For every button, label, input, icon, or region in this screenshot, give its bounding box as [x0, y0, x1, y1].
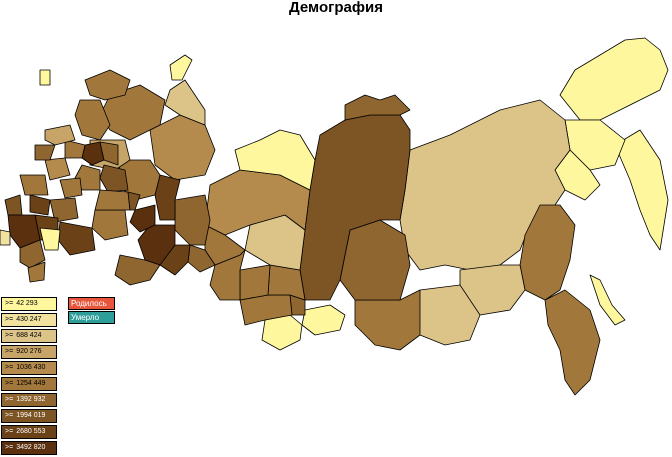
legend-item[interactable]: >= 688 424 — [1, 329, 57, 343]
born-button[interactable]: Родилось — [68, 297, 115, 310]
region-dagestan — [27, 261, 46, 283]
region-khabarovsk — [519, 204, 576, 301]
region-saratov — [91, 209, 129, 241]
legend-arrow: >= — [5, 332, 14, 339]
legend-arrow: >= — [5, 316, 14, 323]
legend-arrow: >= — [5, 428, 14, 435]
legend-arrow: >= — [5, 348, 14, 355]
region-tatarstan — [129, 204, 156, 233]
region-irkutsk — [339, 219, 411, 301]
mode-buttons: Родилось Умерло — [68, 297, 115, 325]
legend-label: 688 424 — [16, 332, 42, 339]
region-murmansk — [84, 69, 131, 101]
legend-arrow: >= — [5, 396, 14, 403]
region-astrakhan — [39, 227, 61, 251]
legend-label: 1392 932 — [16, 396, 46, 403]
region-kaliningrad — [4, 194, 23, 216]
russia-regions-map — [0, 37, 669, 396]
region-smolensk — [44, 157, 71, 181]
region-voronezh — [49, 197, 79, 223]
legend-label: 430 247 — [16, 316, 42, 323]
region-volgograd — [57, 221, 96, 256]
legend-arrow: >= — [5, 300, 14, 307]
legend-label: 2680 553 — [16, 428, 46, 435]
legend-label: 1994 019 — [16, 412, 46, 419]
region-taymyr — [344, 94, 411, 121]
legend-arrow: >= — [5, 444, 14, 451]
region-kolguev — [39, 69, 51, 86]
legend-label: 42 293 — [16, 300, 38, 307]
region-primorye — [544, 289, 601, 396]
legend-arrow: >= — [5, 380, 14, 387]
value-legend: >= 42 293 >= 430 247 >= 688 424 >= 920 276 >… — [1, 297, 57, 457]
legend-label: 1254 449 — [16, 380, 46, 387]
legend-arrow: >= — [5, 412, 14, 419]
region-novaya-zemlya — [169, 54, 193, 81]
region-crimea — [0, 229, 11, 246]
region-tula — [59, 177, 83, 199]
region-spb — [44, 124, 76, 146]
region-pskov — [34, 144, 56, 161]
legend-item[interactable]: >= 2680 553 — [1, 425, 57, 439]
legend-label: 920 276 — [16, 348, 42, 355]
region-bryansk — [19, 174, 49, 196]
region-novosibirsk — [239, 264, 271, 301]
legend-item[interactable]: >= 1994 019 — [1, 409, 57, 423]
legend-item[interactable]: >= 1392 932 — [1, 393, 57, 407]
region-penza — [94, 189, 131, 211]
region-chukotka — [559, 37, 669, 121]
region-yanao — [234, 129, 316, 191]
region-sverdlovsk — [174, 194, 211, 246]
legend-item[interactable]: >= 3492 820 — [1, 441, 57, 455]
legend-item[interactable]: >= 430 247 — [1, 313, 57, 327]
legend-label: 1036 430 — [16, 364, 46, 371]
region-tuva — [301, 304, 346, 336]
region-orenburg — [114, 254, 161, 286]
region-ryazan — [74, 164, 101, 191]
region-stavropol — [19, 239, 46, 269]
region-kamchatka — [614, 129, 669, 251]
region-nenets — [164, 79, 206, 126]
legend-item[interactable]: >= 1036 430 — [1, 361, 57, 375]
region-buryatia — [354, 289, 421, 351]
map-title: Демография — [289, 0, 383, 16]
died-button[interactable]: Умерло — [68, 311, 115, 324]
legend-item[interactable]: >= 1254 449 — [1, 377, 57, 391]
region-altai-rep — [261, 314, 303, 351]
legend-item[interactable]: >= 920 276 — [1, 345, 57, 359]
region-yaroslavl — [99, 141, 119, 166]
region-tver — [64, 139, 86, 159]
region-sakhalin — [589, 274, 626, 326]
legend-arrow: >= — [5, 364, 14, 371]
region-samara — [127, 191, 141, 211]
region-belgorod — [29, 194, 51, 216]
legend-item[interactable]: >= 42 293 — [1, 297, 57, 311]
legend-label: 3492 820 — [16, 444, 46, 451]
